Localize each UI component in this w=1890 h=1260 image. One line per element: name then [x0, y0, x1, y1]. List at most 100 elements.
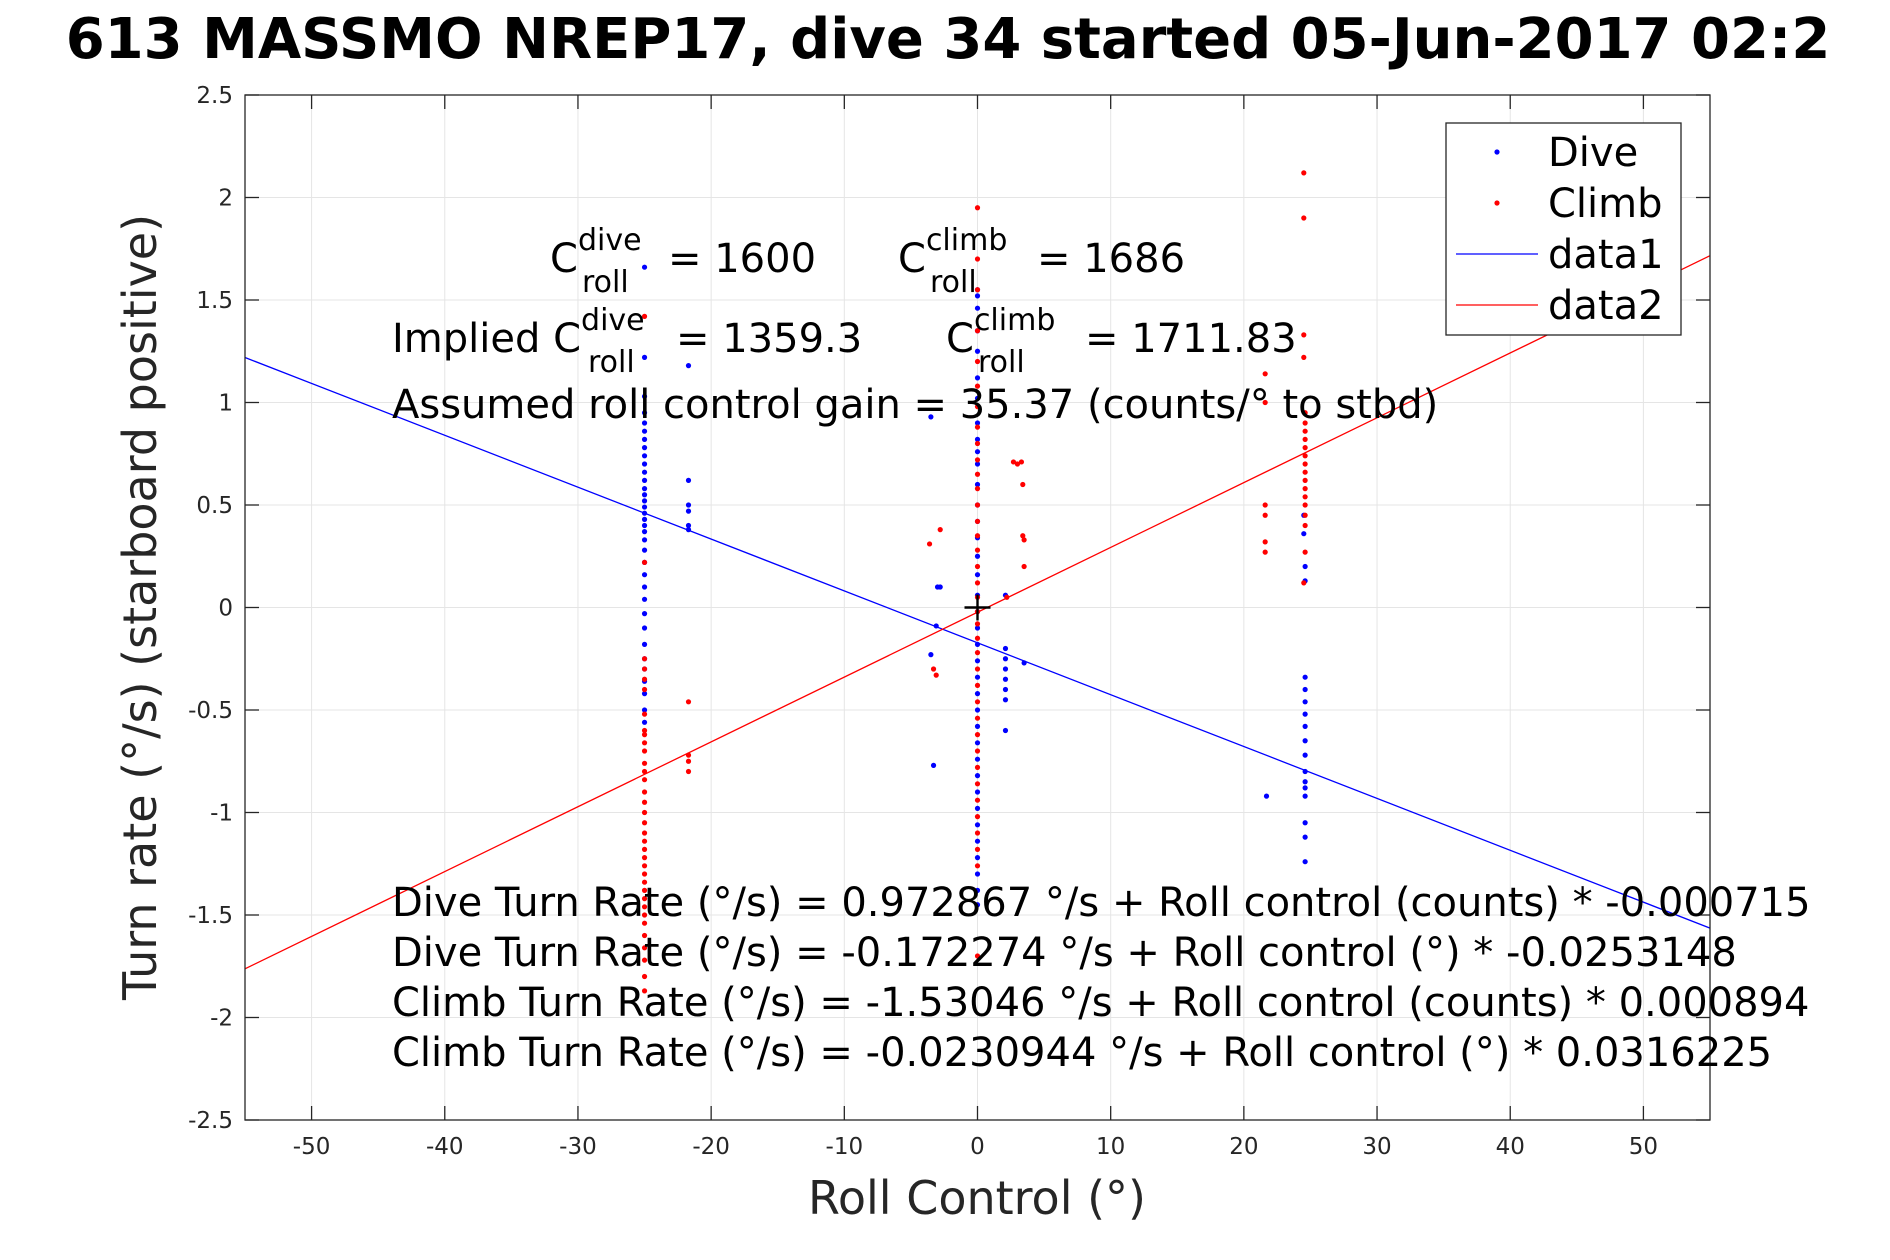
dive-point: [930, 762, 937, 768]
dive-point: [641, 428, 648, 434]
legend-data1-label: data1: [1548, 232, 1664, 278]
climb-point: [641, 896, 648, 902]
climb-point: [641, 809, 648, 816]
climb-point: [1302, 522, 1308, 529]
chart-title: 613 MASSMO NREP17, dive 34 started 05-Ju…: [66, 7, 1831, 72]
climb-point: [974, 358, 981, 365]
climb-point: [1302, 502, 1308, 508]
dive-point: [641, 461, 648, 467]
dive-point: [1302, 699, 1308, 705]
climb-point: [641, 887, 648, 894]
x-tick-label: -50: [293, 1134, 331, 1160]
climb-point: [685, 768, 692, 775]
dive-point: [1302, 752, 1308, 758]
legend-climb-marker: [1494, 200, 1500, 206]
dive-point: [685, 363, 692, 369]
dive-point: [1302, 563, 1308, 570]
x-tick-label: 20: [1229, 1134, 1258, 1160]
climb-point: [1302, 420, 1308, 426]
dive-point: [974, 756, 981, 762]
climb-point: [974, 518, 981, 525]
climb-point: [974, 699, 981, 705]
climb-point: [641, 740, 648, 746]
legend: Dive Climb data1 data2: [1445, 122, 1682, 336]
climb-point: [974, 732, 981, 738]
dive-point: [1002, 666, 1009, 672]
climb-point: [974, 781, 981, 787]
c-dive-annotation: Cdive roll= 1600: [550, 223, 816, 300]
climb-point: [974, 830, 981, 836]
equation-climb-counts: Climb Turn Rate (°/s) = -1.53046 °/s + R…: [392, 980, 1809, 1026]
dive-point: [641, 445, 648, 451]
dive-point: [1302, 779, 1308, 785]
legend-dive-label: Dive: [1548, 130, 1638, 176]
y-tick-label: 1: [218, 391, 233, 417]
dive-point: [1302, 723, 1308, 730]
dive-point: [641, 354, 648, 360]
climb-point: [1302, 453, 1308, 459]
dive-point: [928, 652, 934, 658]
x-tick-label: -20: [692, 1134, 730, 1160]
climb-point: [974, 846, 981, 853]
dive-point: [974, 481, 981, 488]
gain-annotation: Assumed roll control gain = 35.37 (count…: [392, 382, 1438, 428]
y-tick-label: 0: [218, 596, 233, 622]
climb-point: [974, 328, 981, 334]
y-axis-label: Turn rate (°/s) (starboard positive): [113, 214, 167, 1001]
dive-point: [1302, 686, 1308, 693]
dive-point: [641, 641, 648, 648]
climb-point: [937, 527, 943, 533]
climb-point: [1302, 494, 1308, 500]
dive-point: [641, 393, 648, 399]
climb-point: [1302, 549, 1308, 555]
dive-point: [1302, 859, 1308, 865]
dive-point: [974, 625, 981, 631]
dive-point: [974, 871, 981, 877]
y-tick-label: -2: [210, 1006, 233, 1032]
climb-point: [1302, 486, 1308, 492]
dive-point: [1302, 785, 1308, 791]
dive-point: [974, 420, 981, 426]
dive-point: [974, 707, 981, 713]
dive-point: [1302, 674, 1308, 680]
climb-point: [974, 797, 981, 803]
dive-point: [641, 420, 648, 426]
dive-point: [641, 410, 648, 416]
dive-point: [641, 453, 648, 459]
dive-point: [1263, 793, 1270, 799]
dive-point: [641, 572, 648, 578]
climb-point: [1302, 469, 1308, 475]
climb-point: [1262, 502, 1268, 508]
dive-point: [641, 547, 648, 553]
climb-point: [641, 871, 648, 877]
climb-point: [1014, 461, 1021, 467]
axes-box: [244, 94, 1711, 1121]
dive-point: [685, 522, 692, 529]
dive-point: [974, 773, 981, 779]
dive-point: [974, 902, 981, 908]
climb-point: [1262, 549, 1268, 555]
dive-point: [974, 305, 981, 311]
climb-point: [974, 953, 981, 959]
y-tick-label: 2.5: [196, 83, 233, 109]
y-tick-label: -2.5: [188, 1108, 233, 1134]
dive-point: [1002, 656, 1009, 662]
x-tick-label: 40: [1496, 1134, 1525, 1160]
dive-point: [641, 516, 648, 522]
climb-point: [641, 855, 648, 861]
dive-point: [641, 584, 648, 590]
climb-point: [641, 727, 648, 734]
x-tick-label: -10: [826, 1134, 864, 1160]
dive-point: [974, 449, 981, 455]
legend-dive-marker: [1494, 149, 1500, 155]
x-tick-label: 50: [1629, 1134, 1658, 1160]
dive-point: [641, 625, 648, 631]
implied-climb-annotation: Cclimb roll= 1711.83: [946, 303, 1297, 380]
dive-point: [1002, 645, 1009, 652]
climb-point: [641, 666, 648, 672]
dive-point: [641, 522, 648, 529]
axis-ticks: [245, 94, 1710, 1121]
origin-marker: [964, 594, 991, 621]
climb-point: [641, 846, 648, 853]
